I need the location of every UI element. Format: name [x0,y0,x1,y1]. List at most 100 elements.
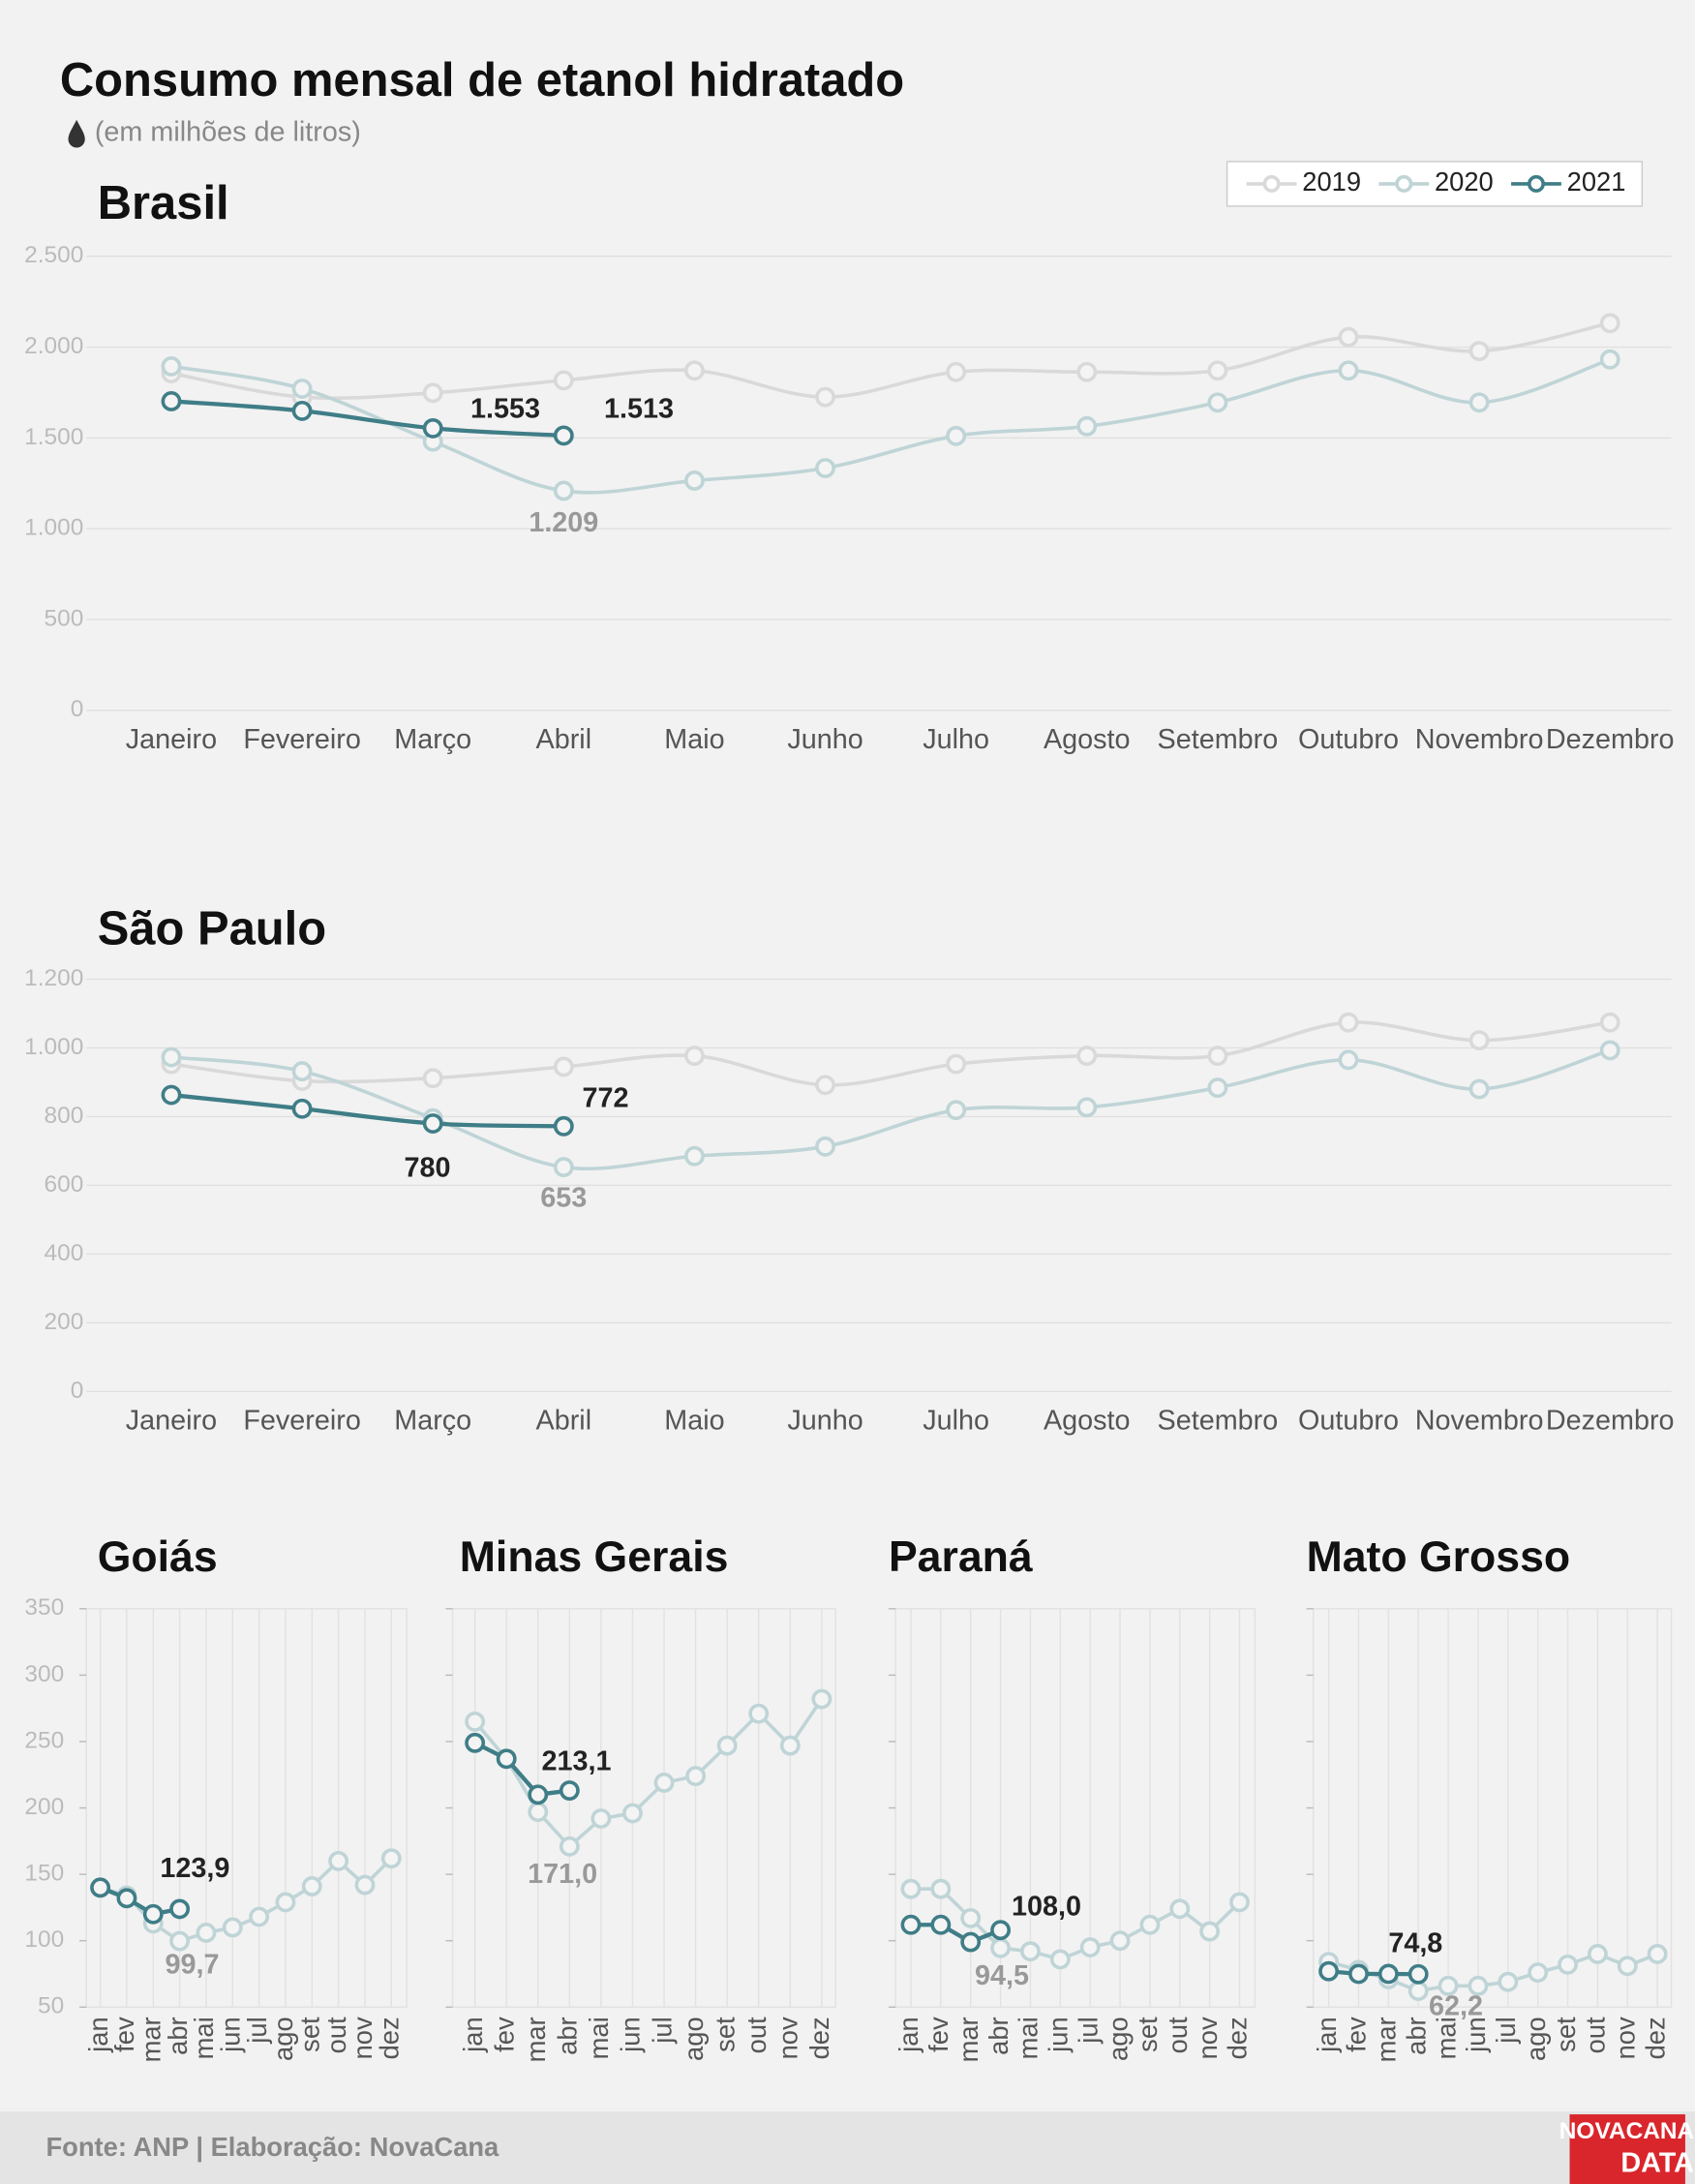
data-point [683,1046,705,1067]
x-tick-label: jun [215,2017,245,2052]
data-point [1599,1012,1620,1033]
x-tick-label: Novembro [1415,1406,1544,1437]
x-tick-label: Fevereiro [243,1406,361,1437]
data-point [291,400,313,421]
data-label: 780 [404,1153,450,1184]
data-point [422,1113,443,1134]
data-point [465,1711,486,1732]
x-tick-label: dez [1223,2017,1253,2059]
x-tick-label: jan [83,2017,113,2052]
data-point [559,1780,580,1801]
drop-icon [68,119,85,148]
y-tick-label: 200 [45,1309,84,1335]
page-title: Consumo mensal de etanol hidratado [60,54,904,106]
data-point [1468,392,1490,413]
data-point [161,1046,182,1068]
data-point [1338,326,1359,348]
data-point [496,1748,517,1770]
y-tick-label: 1.000 [24,515,83,541]
data-point [1338,1049,1359,1071]
x-tick-label: jul [1073,2017,1103,2044]
data-point [249,1906,270,1927]
data-point [422,417,443,439]
x-tick-label: mar [521,2017,551,2062]
x-tick-label: mar [953,2017,984,2062]
data-point [1558,1954,1578,1975]
x-tick-label: mai [1431,2017,1461,2059]
x-tick-label: abr [553,2017,583,2055]
y-tick-label: 500 [45,605,84,631]
x-tick-label: Junho [787,1406,863,1437]
data-point [328,1850,349,1871]
data-point [380,1848,402,1869]
y-tick-label: 1.000 [24,1034,83,1060]
chart-title: Mato Grosso [1307,1533,1571,1581]
y-tick-label: 50 [38,1993,64,2019]
y-tick-label: 300 [24,1661,64,1687]
data-point [1647,1943,1668,1964]
data-point [779,1735,801,1756]
y-tick-label: 100 [24,1926,64,1953]
x-tick-label: Agosto [1044,1406,1131,1437]
data-point [930,1878,952,1899]
data-point [1407,1981,1429,2001]
x-tick-label: jul [242,2017,272,2044]
data-point [815,1075,835,1096]
x-tick-label: jan [458,2017,488,2052]
x-tick-label: Setembro [1158,724,1279,755]
y-tick-label: 0 [71,696,84,722]
x-tick-label: Dezembro [1546,1406,1675,1437]
x-tick-label: set [1551,2017,1581,2052]
data-point [301,1876,322,1896]
data-point [683,470,705,491]
data-point [1169,1898,1191,1920]
data-point [683,360,705,381]
x-tick-label: jul [1491,2017,1521,2044]
data-point [169,1930,191,1952]
data-label: 74,8 [1388,1928,1442,1959]
x-tick-label: Março [394,1406,471,1437]
data-point [1338,360,1359,381]
series-line [1328,1969,1419,1977]
data-point [946,361,967,382]
data-point [1468,1078,1490,1100]
data-point [946,425,967,446]
data-point [946,1100,967,1121]
data-point [1599,313,1620,334]
data-point [116,1888,137,1909]
x-tick-label: Novembro [1415,724,1544,755]
logo-line: NOVACANA [1559,2118,1694,2144]
logo-box [1569,2114,1685,2184]
x-tick-label: Março [394,724,471,755]
series-line [170,1020,1611,1087]
y-tick-label: 2.000 [24,333,83,359]
x-tick-label: Junho [787,724,863,755]
chart-title: São Paulo [98,902,326,955]
x-tick-label: Abril [536,724,592,755]
legend-label: 2021 [1567,167,1626,197]
data-point [622,1803,643,1824]
data-point [1076,415,1098,437]
data-point [1207,1046,1228,1067]
data-point [90,1877,111,1898]
data-point [1229,1892,1250,1913]
data-point [161,1084,182,1106]
data-point [169,1898,191,1920]
data-point [1076,361,1098,382]
y-tick-label: 1.500 [24,424,83,450]
x-tick-label: jul [647,2017,677,2044]
y-tick-label: 250 [24,1727,64,1753]
data-point [716,1735,738,1756]
data-point [275,1892,296,1913]
y-tick-label: 0 [71,1378,84,1404]
legend-marker [1527,174,1545,193]
x-tick-label: nov [773,2017,803,2059]
legend-marker [1395,174,1413,193]
data-point [990,1937,1012,1958]
data-point [553,1115,574,1137]
x-tick-label: set [1133,2017,1163,2052]
series-line [170,1092,564,1129]
data-point [683,1145,705,1167]
y-tick-label: 800 [45,1103,84,1129]
